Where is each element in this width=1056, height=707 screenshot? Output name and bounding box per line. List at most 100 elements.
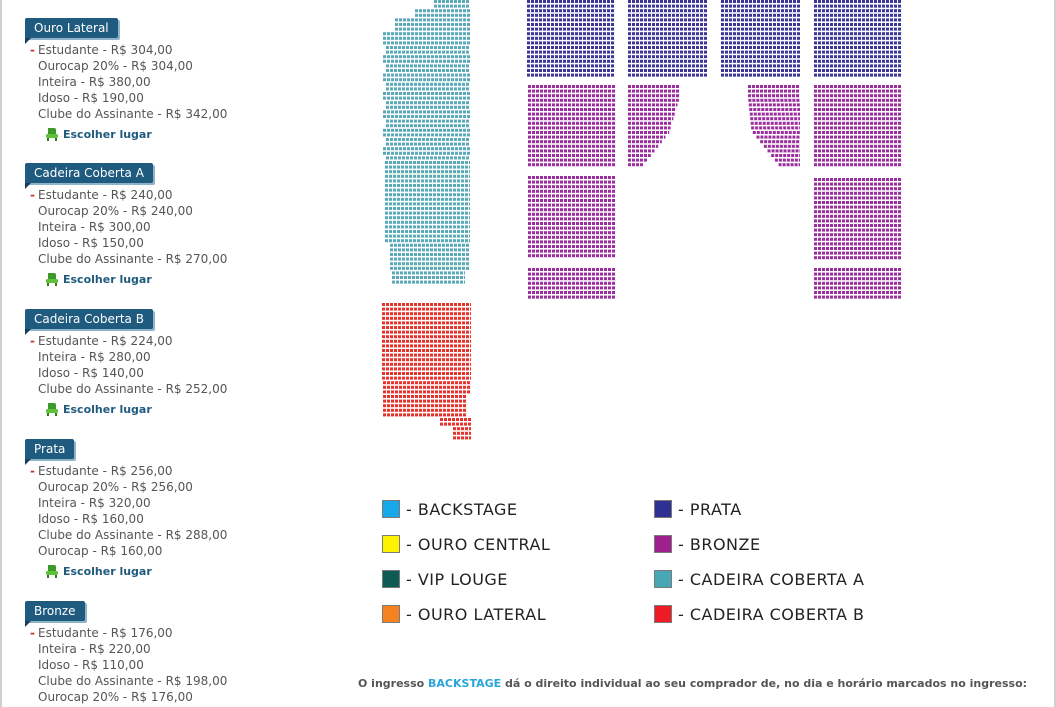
choose-seat-link[interactable]: Escolher lugar [24,562,227,580]
seat-row[interactable] [385,179,470,183]
choose-seat-link[interactable]: Escolher lugar [24,125,227,143]
choose-seat-label[interactable]: Escolher lugar [63,272,152,286]
seat-gap [575,98,576,102]
seat-gap [857,135,858,139]
choose-seat-label[interactable]: Escolher lugar [63,564,152,578]
seat-row[interactable] [385,220,470,224]
seat-row[interactable] [385,216,470,220]
seat-gap [392,202,393,206]
seat-gap [825,247,826,250]
seat-row[interactable] [628,131,670,134]
seat-gap [543,240,544,244]
seat-row[interactable] [750,121,800,125]
choose-seat-link[interactable]: Escolher lugar [24,270,227,288]
seat-row[interactable] [385,165,470,169]
seat-row[interactable] [386,101,470,105]
seat-row[interactable] [385,193,470,197]
seat-row[interactable] [385,239,470,243]
seat-row[interactable] [386,124,470,128]
seat-row[interactable] [385,174,470,178]
seat-row[interactable] [748,85,800,88]
seat-row[interactable] [385,211,470,215]
seat-row[interactable] [395,27,470,31]
choose-seat-label[interactable]: Escolher lugar [63,402,152,416]
seat-row[interactable] [628,135,666,139]
seat-gap [543,180,544,184]
seat-row[interactable] [386,138,470,141]
seat-row[interactable] [628,94,680,98]
seat-row[interactable] [395,18,470,22]
seat-row[interactable] [386,87,470,91]
seat-row[interactable] [385,184,470,187]
seat-row[interactable] [386,46,470,49]
seat-row[interactable] [386,82,470,86]
seat-gap [897,140,898,144]
seat-row[interactable] [628,85,680,88]
seat-gap [402,18,403,22]
seat-row[interactable] [628,158,648,162]
seat-row[interactable] [385,170,470,174]
seat-gap [559,163,560,167]
seat-row[interactable] [395,23,470,26]
seat-row[interactable] [386,69,470,72]
seat-row[interactable] [767,149,800,153]
seat-gap [663,108,664,111]
seat-row[interactable] [751,126,800,130]
seat-row[interactable] [385,161,470,164]
seat-gap [853,112,854,116]
seat-row[interactable] [385,202,470,206]
seat-row[interactable] [749,108,800,111]
seat-gap [724,9,725,13]
seat-row[interactable] [386,50,470,54]
choose-seat-link[interactable]: Escolher lugar [24,400,227,418]
seat-row[interactable] [434,4,470,8]
seat-row[interactable] [628,121,672,125]
seat-row[interactable] [771,154,800,157]
seat-row[interactable] [628,140,662,144]
seat-gap [458,92,459,95]
seat-gap [531,158,532,162]
seat-row[interactable] [386,156,470,160]
seat-row[interactable] [385,234,470,238]
seat-row[interactable] [386,142,470,146]
seat-gap [845,224,846,227]
seat-row[interactable] [748,98,800,102]
seat-row[interactable] [628,89,680,93]
seat-row[interactable] [628,149,655,153]
seat-row[interactable] [385,197,470,201]
seat-row[interactable] [774,158,800,162]
seat-row[interactable] [748,94,800,98]
choose-seat-label[interactable]: Escolher lugar [63,127,152,141]
price-list: Estudante - R$ 304,00 Ourocap 20% - R$ 3… [24,42,227,143]
seat-row[interactable] [628,108,677,111]
seat-gap [468,184,469,187]
seat-gap [450,115,451,118]
seat-row[interactable] [778,163,800,167]
seat-map[interactable] [375,0,915,445]
seat-row[interactable] [763,144,800,148]
seat-gap [579,295,580,299]
seat-gap [853,89,854,93]
seat-row[interactable] [385,207,470,210]
seat-row[interactable] [386,119,470,123]
seat-row[interactable] [750,117,800,121]
seat-gap [583,185,584,189]
seat-gap [574,73,575,77]
seat-row[interactable] [628,126,671,130]
seat-row[interactable] [386,64,470,68]
seat-row[interactable] [748,103,800,107]
seat-row[interactable] [385,225,470,229]
seat-row[interactable] [756,135,800,139]
seat-gap [841,103,842,107]
seat-row[interactable] [628,117,674,121]
seat-gap [442,147,443,151]
seat-row[interactable] [628,103,678,107]
seat-row[interactable] [386,105,470,109]
seat-row[interactable] [385,230,470,233]
seat-row[interactable] [748,89,800,93]
seat-row[interactable] [749,112,800,116]
seat-row[interactable] [385,188,470,192]
seat-row[interactable] [434,0,470,3]
seat-row[interactable] [628,98,679,102]
seat-gap [559,158,560,162]
